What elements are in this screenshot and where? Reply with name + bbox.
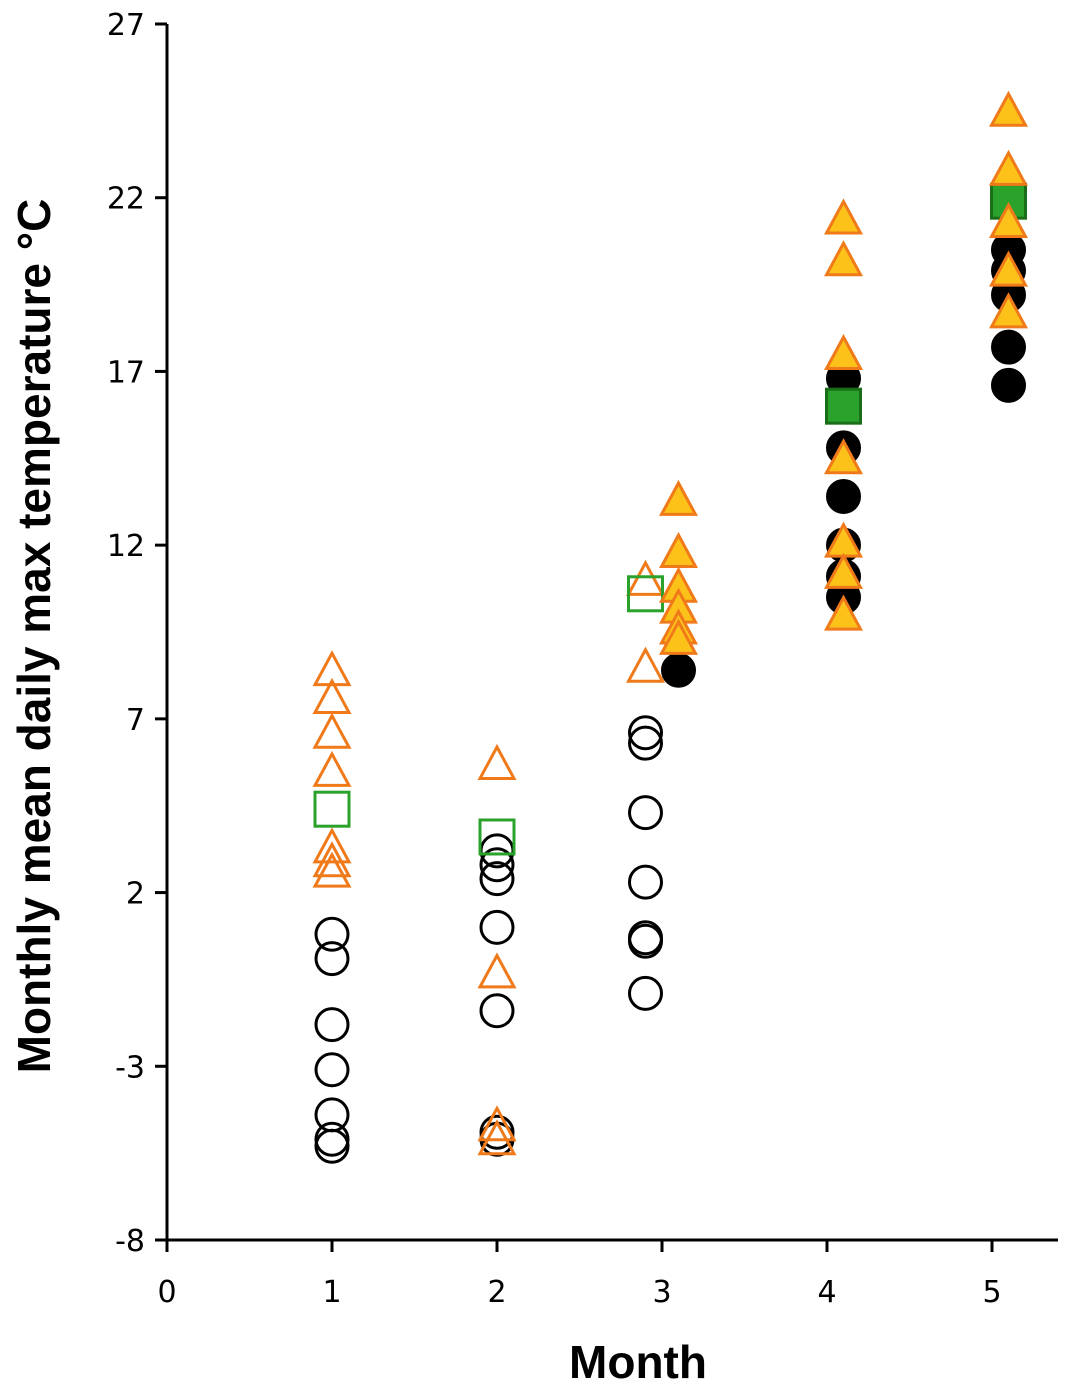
x-tick-label: 0 <box>157 1275 176 1310</box>
data-point-triangle-open <box>625 559 666 596</box>
data-point-triangle-open <box>312 650 352 687</box>
data-point-triangle-filled <box>823 438 864 475</box>
y-tick-label: -3 <box>115 1050 145 1085</box>
data-point-circle-open <box>314 916 350 952</box>
y-tick-label: 27 <box>107 8 145 43</box>
data-point-circle-open <box>479 993 515 1029</box>
data-point-circle-open <box>628 795 663 831</box>
y-tick-label: 12 <box>107 529 145 564</box>
data-point-square-open <box>478 818 516 856</box>
data-point-circle-open <box>479 847 515 883</box>
x-tick-label: 4 <box>817 1275 836 1310</box>
data-point-triangle-filled <box>823 594 864 631</box>
data-point-triangle-open <box>312 827 352 864</box>
data-point-circle-open <box>314 1121 350 1157</box>
y-tick-label: -8 <box>115 1224 145 1259</box>
data-point-circle-open <box>314 1128 350 1164</box>
x-tick-label: 3 <box>652 1275 671 1310</box>
data-point-circle-open <box>479 861 515 897</box>
data-point-triangle-filled <box>823 198 864 235</box>
data-point-circle-open <box>628 715 663 751</box>
data-point-triangle-open <box>312 677 352 714</box>
data-point-square-filled <box>825 387 862 425</box>
data-point-circle-open <box>314 1052 350 1088</box>
data-point-circle-open <box>314 941 350 977</box>
data-point-triangle-open <box>312 712 352 749</box>
plot-marks <box>312 90 1029 1164</box>
data-point-circle-open <box>628 864 663 900</box>
data-point-circle-filled <box>991 329 1026 365</box>
data-point-triangle-filled <box>988 90 1029 127</box>
data-point-triangle-filled <box>658 531 699 569</box>
data-point-circle-filled <box>661 652 696 688</box>
data-point-triangle-open <box>312 750 352 787</box>
data-point-triangle-open <box>477 743 517 780</box>
data-point-triangle-filled <box>988 149 1029 186</box>
y-axis-title: Monthly mean daily max temperature °C <box>8 199 60 1074</box>
x-tick-label: 5 <box>982 1275 1001 1310</box>
y-tick-label: 2 <box>126 877 145 912</box>
data-point-triangle-filled <box>823 240 864 277</box>
data-point-triangle-open <box>477 952 517 989</box>
data-point-triangle-open <box>477 1105 517 1142</box>
data-point-triangle-filled <box>988 201 1029 238</box>
y-tick-label: 7 <box>126 703 145 738</box>
data-point-triangle-filled <box>988 250 1029 287</box>
data-point-circle-open <box>314 1007 350 1043</box>
data-point-triangle-filled <box>823 552 864 589</box>
data-point-triangle-filled <box>658 479 699 516</box>
data-point-triangle-open <box>312 851 352 888</box>
y-tick-label: 17 <box>107 355 145 390</box>
data-point-triangle-open <box>625 646 666 683</box>
data-point-circle-filled <box>826 479 861 515</box>
data-point-triangle-filled <box>658 618 699 655</box>
data-point-triangle-open <box>312 841 352 878</box>
data-point-circle-open <box>628 975 663 1011</box>
data-point-circle-open <box>628 725 663 761</box>
data-point-square-open <box>627 575 664 613</box>
data-point-triangle-open <box>477 1119 517 1156</box>
data-point-triangle-filled <box>988 292 1029 329</box>
y-tick-label: 22 <box>107 182 145 217</box>
data-point-circle-open <box>628 923 663 959</box>
x-tick-label: 2 <box>487 1275 506 1310</box>
x-tick-label: 1 <box>322 1275 341 1310</box>
data-point-circle-open <box>479 909 515 945</box>
x-ticks: 0 1 2 3 4 5 <box>157 1240 1002 1310</box>
data-point-square-open <box>313 790 351 828</box>
data-point-triangle-filled <box>823 333 864 371</box>
x-axis-title: Month <box>569 1336 707 1385</box>
data-point-circle-filled <box>991 367 1026 403</box>
